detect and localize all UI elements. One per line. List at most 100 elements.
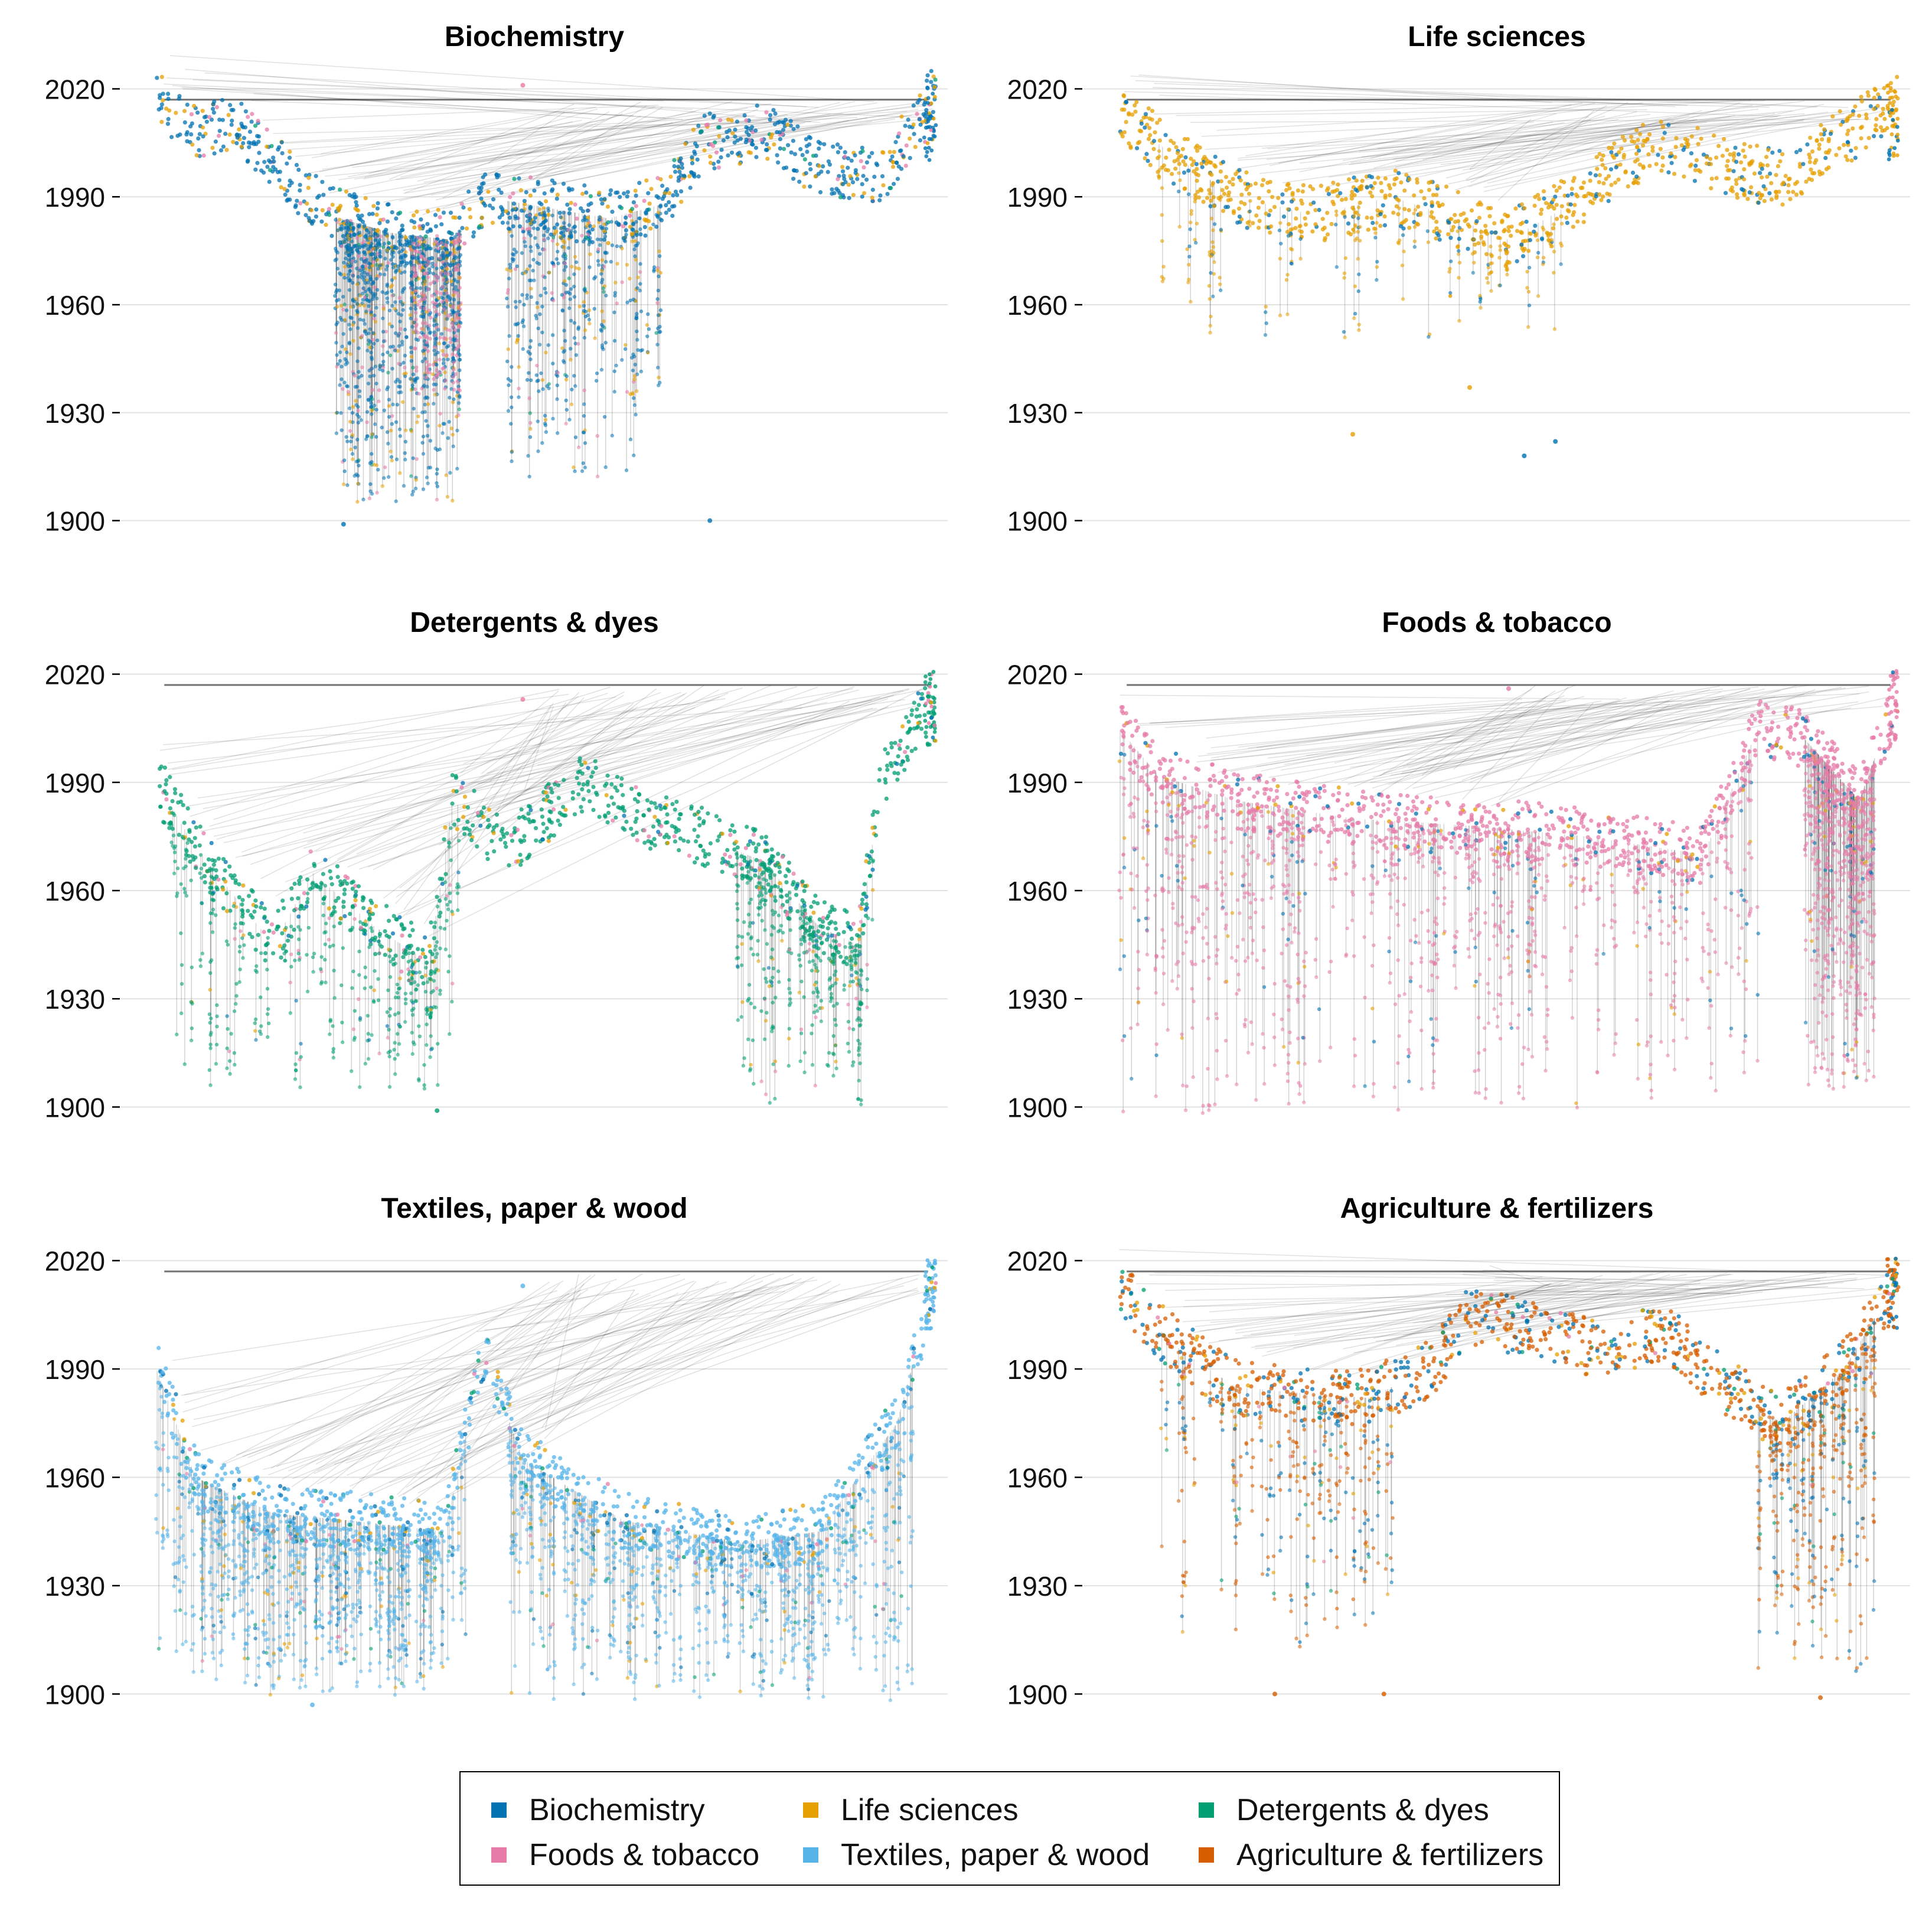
node-point [1536, 197, 1542, 201]
node-point [380, 484, 384, 488]
node-point [386, 261, 391, 265]
node-point [1554, 188, 1559, 193]
node-point [883, 747, 887, 752]
node-point [1647, 164, 1652, 168]
node-point [577, 304, 582, 309]
node-point [1776, 164, 1780, 168]
node-point [438, 215, 442, 220]
node-point [819, 169, 824, 174]
node-point [1877, 95, 1882, 100]
node-point [580, 233, 584, 238]
node-point [433, 224, 439, 229]
node-point [577, 266, 581, 271]
node-point [528, 338, 533, 343]
node-point [1183, 186, 1187, 191]
node-point [1641, 165, 1646, 170]
node-point [600, 278, 605, 282]
node-point [1208, 191, 1212, 196]
node-point [564, 265, 568, 269]
node-point [1148, 133, 1153, 138]
node-point [869, 849, 874, 854]
node-point [1853, 155, 1858, 160]
node-point [1672, 171, 1677, 176]
node-point [1212, 222, 1217, 226]
node-point [1212, 260, 1216, 265]
node-point [605, 251, 609, 255]
node-point [836, 150, 841, 155]
node-point [1257, 219, 1262, 223]
node-point [870, 187, 875, 192]
node-point [1448, 236, 1453, 240]
node-point [355, 266, 359, 270]
node-point [414, 317, 418, 322]
node-point [432, 319, 436, 323]
node-point [644, 178, 649, 183]
node-point [452, 247, 456, 252]
node-point [453, 285, 458, 289]
node-point [1353, 223, 1357, 227]
node-point [1604, 177, 1608, 181]
node-point [846, 156, 851, 161]
node-point [1440, 202, 1445, 207]
node-point [390, 324, 394, 329]
node-point [250, 112, 254, 116]
node-point [200, 125, 205, 130]
node-point [808, 135, 812, 141]
node-point [753, 128, 758, 133]
node-point [749, 142, 754, 146]
node-point [567, 211, 572, 216]
node-point [452, 360, 456, 364]
node-point [391, 402, 395, 407]
node-point [246, 158, 250, 163]
node-point [452, 239, 456, 243]
node-point [541, 233, 546, 237]
node-point [477, 191, 481, 195]
node-point [721, 138, 726, 143]
node-point [630, 207, 635, 211]
node-point [528, 221, 533, 226]
node-point [559, 231, 563, 235]
node-point [716, 159, 721, 164]
node-point [1640, 123, 1646, 128]
node-point [1285, 207, 1290, 211]
node-point [1526, 325, 1530, 329]
node-point [428, 282, 433, 286]
node-point [361, 497, 365, 501]
node-point [723, 852, 727, 857]
node-point [817, 146, 821, 151]
node-point [430, 294, 435, 298]
node-point [378, 234, 383, 239]
node-point [391, 255, 395, 259]
node-point [903, 123, 908, 128]
node-point [1444, 184, 1449, 189]
node-point [826, 159, 831, 164]
node-point [211, 110, 216, 115]
node-point [1748, 185, 1754, 190]
node-point [445, 345, 449, 349]
node-point [425, 475, 429, 480]
panel-title: Biochemistry [445, 21, 624, 53]
node-point [1489, 289, 1493, 293]
node-point [421, 487, 426, 491]
node-point [925, 141, 930, 145]
node-point [1189, 157, 1193, 161]
node-point [1346, 177, 1352, 182]
node-point [1331, 201, 1336, 207]
node-point [726, 117, 731, 122]
node-point [385, 430, 390, 434]
node-point [843, 150, 847, 155]
node-point [349, 305, 353, 309]
node-point [1212, 250, 1216, 255]
node-point [1352, 230, 1356, 234]
node-point [1484, 232, 1490, 236]
node-point [389, 257, 393, 262]
node-point [1429, 214, 1434, 219]
node-point [426, 275, 430, 279]
node-point [368, 345, 372, 350]
node-point [1794, 149, 1799, 155]
node-point [394, 216, 399, 221]
node-point [1189, 220, 1193, 224]
node-point [1457, 260, 1462, 265]
node-point [426, 402, 430, 406]
node-point [571, 226, 576, 230]
